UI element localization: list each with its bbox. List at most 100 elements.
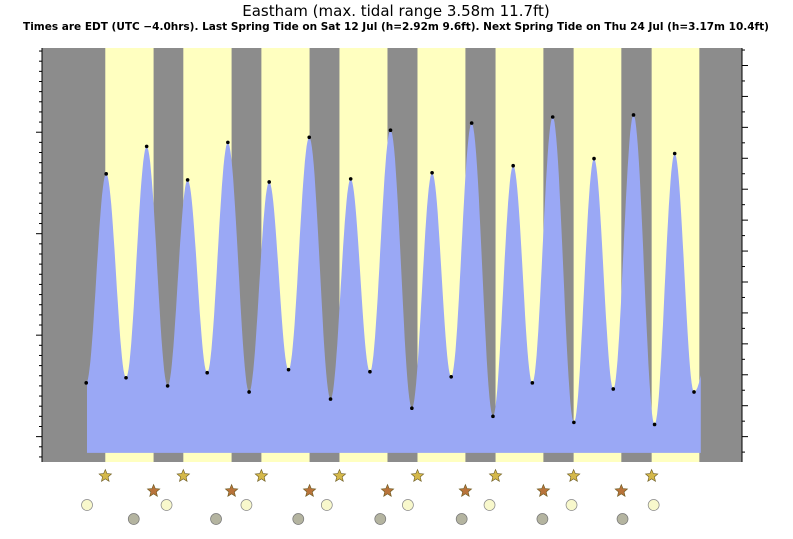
moonset-icon (536, 513, 549, 525)
moonrise-icon (240, 499, 253, 511)
high-tide-mark (185, 178, 190, 182)
low-tide-mark (84, 381, 89, 385)
high-tide-mark (592, 156, 596, 161)
high-tide-mark (348, 177, 353, 181)
tide-point (84, 381, 89, 385)
sunset-icon (536, 483, 551, 497)
high-tide-mark (631, 113, 636, 117)
sunset-icon (458, 483, 473, 497)
tide-point (104, 172, 108, 176)
tide-point (592, 156, 596, 161)
moonrise-icon (160, 499, 173, 511)
tide-point (348, 177, 353, 181)
sunrise-icon (254, 468, 269, 482)
low-tide-mark (692, 390, 696, 394)
low-tide-mark (491, 414, 495, 419)
tide-point (692, 390, 696, 394)
moonrise-icon (81, 499, 93, 511)
high-tide-mark (307, 135, 312, 140)
tide-point (430, 171, 434, 175)
sunset-icon (302, 483, 317, 497)
tide-point (410, 406, 414, 411)
tide-point (469, 121, 474, 125)
low-tide-mark (572, 420, 576, 425)
high-tide-mark (430, 171, 434, 175)
low-tide-mark (368, 369, 372, 374)
moonset-icon (292, 513, 305, 525)
sunset-icon (146, 483, 161, 497)
tide-point (672, 151, 677, 156)
sunset-icon (224, 483, 239, 497)
low-tide-mark (247, 390, 251, 394)
moonrise-icon (320, 499, 333, 511)
high-tide-mark (672, 151, 677, 156)
tide-point (205, 370, 209, 375)
moonset-icon (616, 513, 629, 525)
tide-point (491, 414, 495, 419)
sunset-icon (380, 483, 395, 497)
low-tide-mark (530, 381, 535, 385)
tide-point (652, 422, 657, 427)
low-tide-mark (652, 422, 657, 427)
tide-point (449, 374, 453, 379)
tide-point (124, 375, 128, 380)
tide-point (511, 163, 515, 168)
tide-point (572, 420, 576, 425)
header: Eastham (max. tidal range 3.58m 11.7ft) … (23, 2, 769, 33)
low-tide-mark (449, 374, 453, 379)
high-tide-mark (511, 163, 515, 168)
high-tide-mark (226, 140, 230, 145)
low-tide-mark (611, 387, 616, 391)
high-tide-mark (388, 128, 393, 132)
tide-point (144, 144, 149, 149)
chart-subtitle: Times are EDT (UTC −4.0hrs). Last Spring… (23, 21, 769, 33)
sunrise-icon (176, 468, 191, 482)
sunrise-icon (98, 468, 113, 482)
moonrise-icon (483, 499, 496, 511)
moonset-icon (374, 513, 387, 525)
moonrise-icon (565, 499, 578, 511)
moonset-icon (210, 513, 222, 525)
tide-point (368, 369, 372, 374)
axes (36, 48, 748, 462)
low-tide-mark (328, 397, 333, 401)
sunrise-icon (566, 468, 581, 482)
tide-marks (84, 113, 696, 427)
high-tide-mark (267, 180, 271, 184)
tide-point (631, 113, 636, 117)
low-tide-mark (286, 367, 291, 372)
low-tide-mark (165, 384, 170, 388)
low-tide-mark (124, 375, 128, 380)
tide-point (247, 390, 251, 394)
moonrise-icon (647, 499, 660, 511)
high-tide-mark (144, 144, 149, 149)
tide-point (530, 381, 535, 385)
tide-point (328, 397, 333, 401)
tide-point (185, 178, 190, 182)
tide-point (611, 387, 616, 391)
tide-point (165, 384, 170, 388)
tide-point (226, 140, 230, 145)
low-tide-mark (410, 406, 414, 411)
high-tide-mark (469, 121, 474, 125)
sun-moon-table (81, 468, 660, 525)
sunrise-icon (644, 468, 659, 482)
tide-point (267, 180, 271, 184)
tide-point (307, 135, 312, 140)
moonrise-icon (402, 499, 414, 511)
sunrise-icon (332, 468, 347, 482)
chart-title: Eastham (max. tidal range 3.58m 11.7ft) (242, 2, 550, 20)
moonset-icon (455, 513, 468, 525)
sunrise-icon (410, 468, 425, 482)
tide-area (87, 115, 701, 453)
tide-point (388, 128, 393, 132)
high-tide-mark (104, 172, 108, 176)
tide-point (550, 115, 555, 119)
high-tide-mark (550, 115, 555, 119)
sunset-icon (614, 483, 629, 497)
sunrise-icon (488, 468, 503, 482)
moonset-icon (127, 513, 140, 525)
tide-point (286, 367, 291, 372)
low-tide-mark (205, 370, 209, 375)
